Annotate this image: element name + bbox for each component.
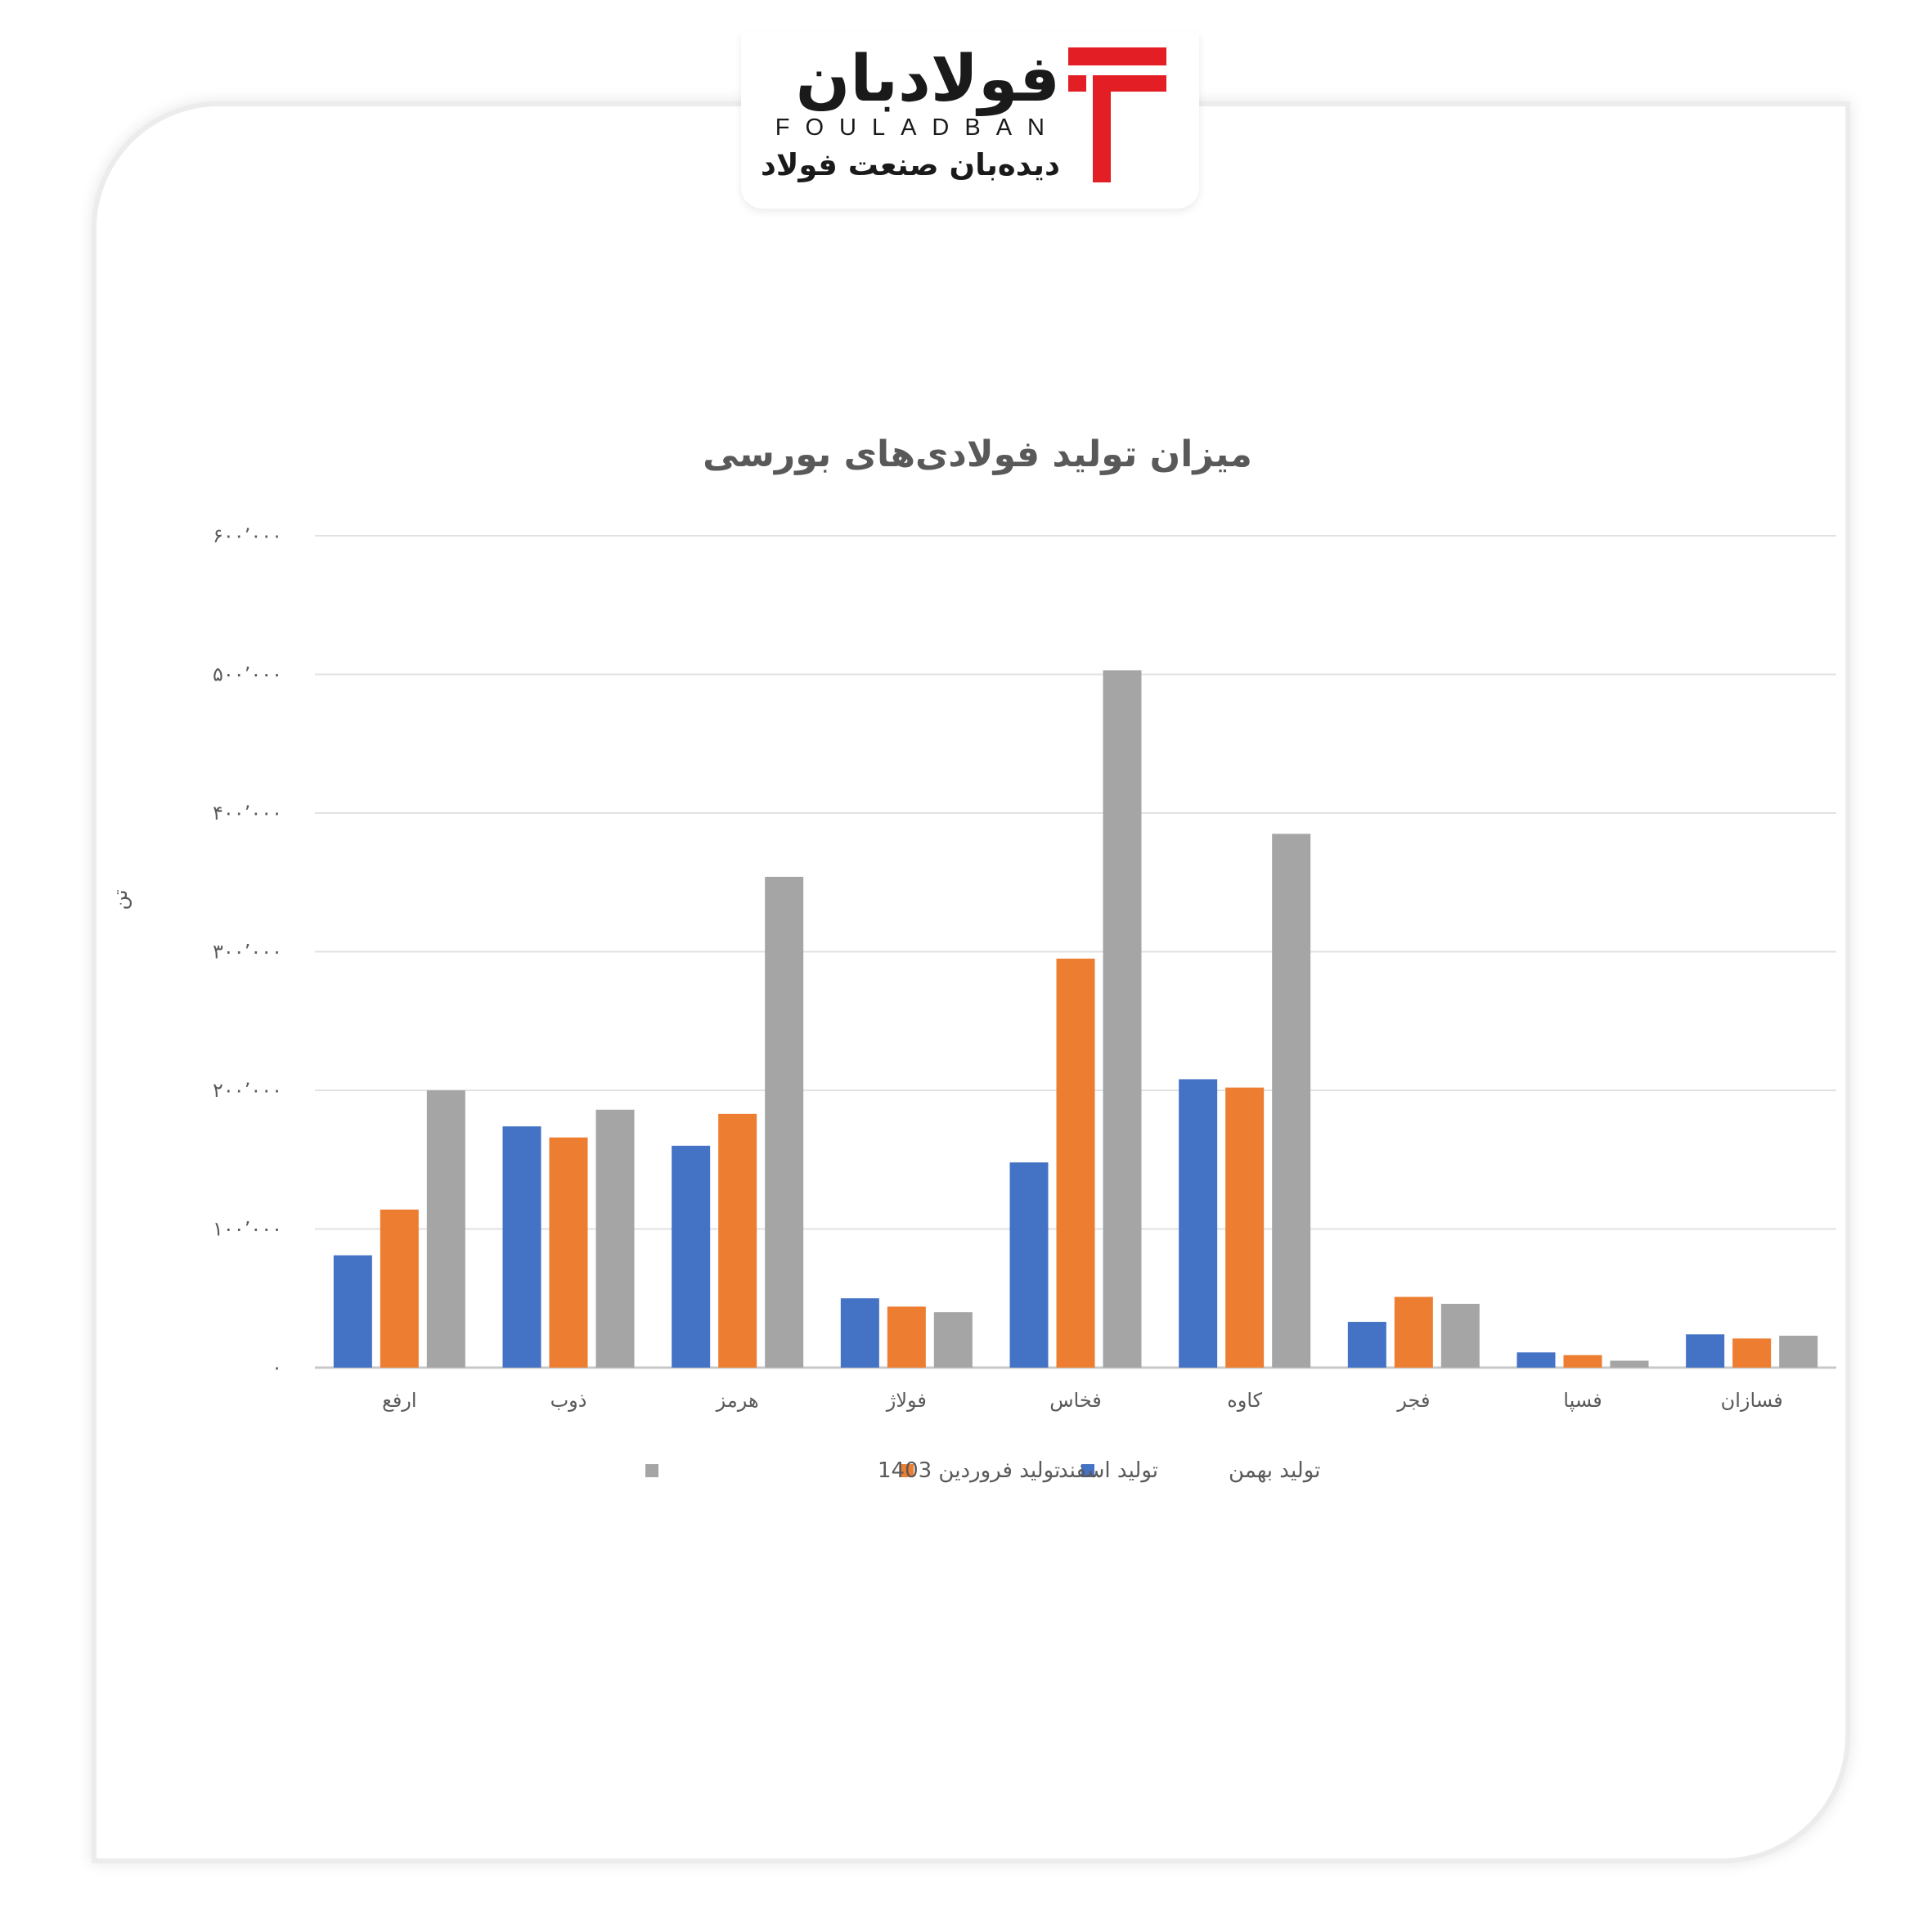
x-category-label: هرمز <box>716 1389 759 1412</box>
logo-latin-text: FOULADBAN <box>775 115 1060 141</box>
legend-label: تولید بهمن <box>1229 1458 1320 1483</box>
bar <box>1732 1338 1772 1368</box>
bar <box>1179 1079 1218 1368</box>
x-category-label: فخاس <box>1049 1389 1102 1412</box>
bar <box>1225 1087 1265 1368</box>
bar <box>718 1113 757 1368</box>
legend-swatch <box>901 1464 914 1477</box>
bar <box>1610 1360 1649 1368</box>
bar <box>1347 1322 1386 1368</box>
legend-label: تولید فروردین 1403 <box>878 1458 1060 1483</box>
bar <box>502 1126 541 1368</box>
bar <box>765 876 804 1368</box>
bar <box>933 1312 973 1368</box>
bar <box>1272 833 1311 1368</box>
y-tick-label: ۱۰۰٬۰۰۰ <box>213 1218 282 1241</box>
x-category-label: فجر <box>1396 1389 1430 1412</box>
bar <box>1440 1304 1480 1368</box>
bar <box>333 1255 372 1368</box>
y-axis-ticks: ۰ ۱۰۰٬۰۰۰ ۲۰۰٬۰۰۰ ۳۰۰٬۰۰۰ ۴۰۰٬۰۰۰ ۵۰۰٬۰۰۰ ۶۰۰٬… <box>213 524 282 1379</box>
logo-wordmark: فولادبان <box>795 43 1060 116</box>
y-tick-label: ۵۰۰٬۰۰۰ <box>213 663 282 686</box>
bar <box>1779 1336 1818 1368</box>
y-axis-title: تن <box>109 890 132 910</box>
legend-swatch <box>1081 1464 1094 1477</box>
bar <box>887 1306 926 1368</box>
bar <box>1563 1355 1602 1368</box>
y-tick-label: ۴۰۰٬۰۰۰ <box>213 802 282 824</box>
bar <box>595 1109 635 1368</box>
legend-label: تولید اسفند <box>1058 1458 1158 1483</box>
y-tick-label: ۲۰۰٬۰۰۰ <box>213 1079 282 1102</box>
y-tick-label: ۳۰۰٬۰۰۰ <box>213 941 282 964</box>
bar <box>1103 670 1142 1368</box>
bar <box>1686 1334 1725 1368</box>
chart-title: میزان تولید فولادی‌های بورسی <box>703 434 1252 475</box>
bar <box>672 1145 711 1368</box>
x-category-label: ارفع <box>382 1389 417 1412</box>
bar <box>426 1090 465 1368</box>
x-axis-categories: ارفع ذوب هرمز فولاژ فخاس کاوه فجر فسپا فسازان <box>382 1389 1783 1412</box>
logo-mark-icon <box>1068 47 1166 182</box>
bar <box>1516 1352 1556 1368</box>
content-card <box>97 106 1845 1858</box>
bar <box>1394 1296 1433 1368</box>
x-category-label: فولاژ <box>886 1389 927 1412</box>
bar <box>840 1298 879 1368</box>
bar <box>380 1209 419 1368</box>
legend-swatch <box>645 1464 658 1477</box>
x-category-label: فسازان <box>1721 1389 1783 1412</box>
y-tick-label: ۶۰۰٬۰۰۰ <box>213 524 282 547</box>
bar <box>1056 958 1095 1368</box>
y-tick-label: ۰ <box>272 1356 282 1379</box>
bar <box>549 1137 588 1368</box>
x-category-label: کاوه <box>1227 1389 1262 1412</box>
bar <box>1009 1162 1049 1368</box>
x-category-label: فسپا <box>1563 1389 1602 1412</box>
bars <box>333 670 1818 1368</box>
x-category-label: ذوب <box>550 1389 587 1412</box>
logo-tagline: دیده‌بان صنعت فولاد <box>760 147 1060 182</box>
logo-header: فولادبان FOULADBAN دیده‌بان صنعت فولاد <box>741 33 1199 209</box>
